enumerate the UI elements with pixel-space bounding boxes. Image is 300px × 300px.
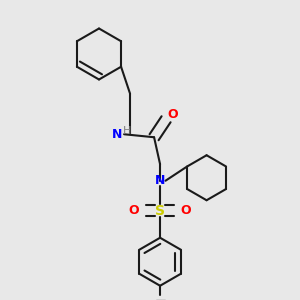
Text: S: S [155, 204, 165, 218]
Text: O: O [129, 204, 139, 217]
Text: N: N [155, 174, 165, 187]
Text: O: O [167, 108, 178, 121]
Text: O: O [181, 204, 191, 217]
Text: N: N [111, 128, 122, 141]
Text: H: H [123, 126, 131, 136]
